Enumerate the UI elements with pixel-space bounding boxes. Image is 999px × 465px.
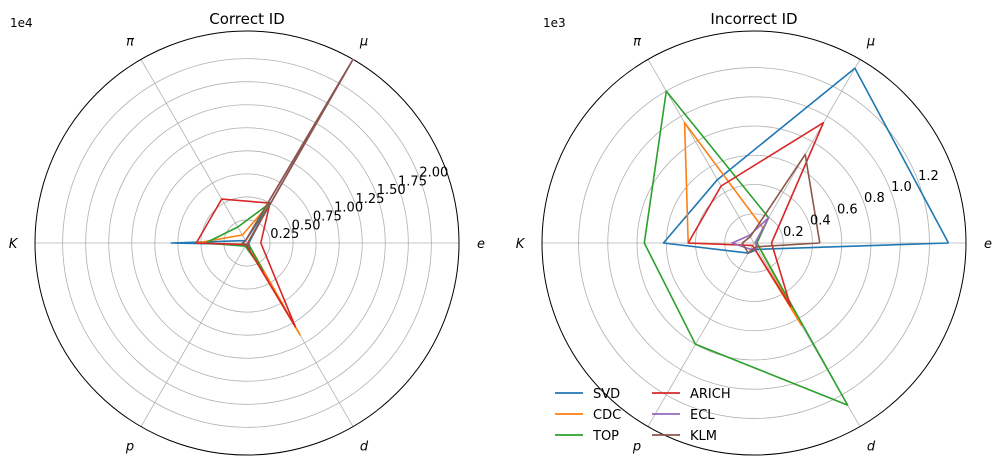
angular-gridline xyxy=(140,59,248,244)
legend-label-top: TOP xyxy=(592,429,619,444)
legend-label-cdc: CDC xyxy=(593,408,621,423)
series-line-klm xyxy=(241,60,353,247)
panel-title: Incorrect ID xyxy=(710,10,797,28)
radial-tick-label: 1.0 xyxy=(891,180,912,195)
angular-axis-label: d xyxy=(360,440,369,455)
series-line-svd xyxy=(662,67,950,254)
series-line-ecl xyxy=(731,216,770,251)
radial-tick-label: 0.4 xyxy=(810,214,831,229)
angular-axis-label: K xyxy=(516,237,526,252)
series-line-arich xyxy=(687,121,825,308)
angular-axis-label: d xyxy=(867,440,876,455)
series-line-klm xyxy=(741,153,821,254)
legend-label-klm: KLM xyxy=(690,429,717,444)
legend-label-arich: ARICH xyxy=(690,387,731,402)
polar-frame xyxy=(541,30,967,456)
radial-tick-label: 2.00 xyxy=(419,165,448,180)
angular-gridline xyxy=(140,242,248,427)
radial-tick-label: 0.25 xyxy=(270,227,299,242)
radial-tick-label: 0.2 xyxy=(783,225,804,240)
angular-axis-label: e xyxy=(984,237,992,252)
radial-tick-label: 1.75 xyxy=(398,174,427,189)
polar-frame xyxy=(34,30,460,456)
radial-tick-label: 1.00 xyxy=(334,201,363,216)
radar-panel-correct-id: Correct ID 1e4 0.250.500.751.001.251.501… xyxy=(9,10,485,456)
angular-gridline xyxy=(647,59,755,244)
series-line-arich xyxy=(195,198,297,328)
angular-gridline xyxy=(647,242,755,427)
angular-axis-label: π xyxy=(126,34,134,49)
radial-tick-label: 0.50 xyxy=(292,218,321,233)
panel-title: Correct ID xyxy=(209,10,285,28)
legend: SVD CDC TOP ARICH ECL KLM xyxy=(555,387,731,444)
legend-label-svd: SVD xyxy=(593,387,620,402)
radial-tick-label: 0.75 xyxy=(313,210,342,225)
radial-scale-label: 1e4 xyxy=(10,16,33,30)
radial-tick-label: 1.2 xyxy=(918,169,939,184)
angular-axis-label: p xyxy=(632,440,641,455)
series-line-cdc xyxy=(195,202,301,336)
legend-label-ecl: ECL xyxy=(690,408,715,423)
angular-axis-label: π xyxy=(633,34,641,49)
angular-axis-label: p xyxy=(125,440,134,455)
radial-scale-label: 1e3 xyxy=(543,16,566,30)
angular-axis-label: K xyxy=(9,237,19,252)
radar-panel-incorrect-id: Incorrect ID 1e3 0.2 0.4 0.6 0.8 1.0 1.2 e μ π Kp… xyxy=(516,10,992,456)
angular-axis-label: e xyxy=(477,237,485,252)
angular-axis-label: μ xyxy=(359,34,368,49)
radial-tick-label: 0.8 xyxy=(864,191,885,206)
angular-axis-label: μ xyxy=(866,34,875,49)
radial-tick-label: 0.6 xyxy=(837,202,858,217)
radial-tick-label: 1.25 xyxy=(355,192,384,207)
angular-gridline xyxy=(753,59,861,244)
radial-tick-label: 1.50 xyxy=(377,183,406,198)
